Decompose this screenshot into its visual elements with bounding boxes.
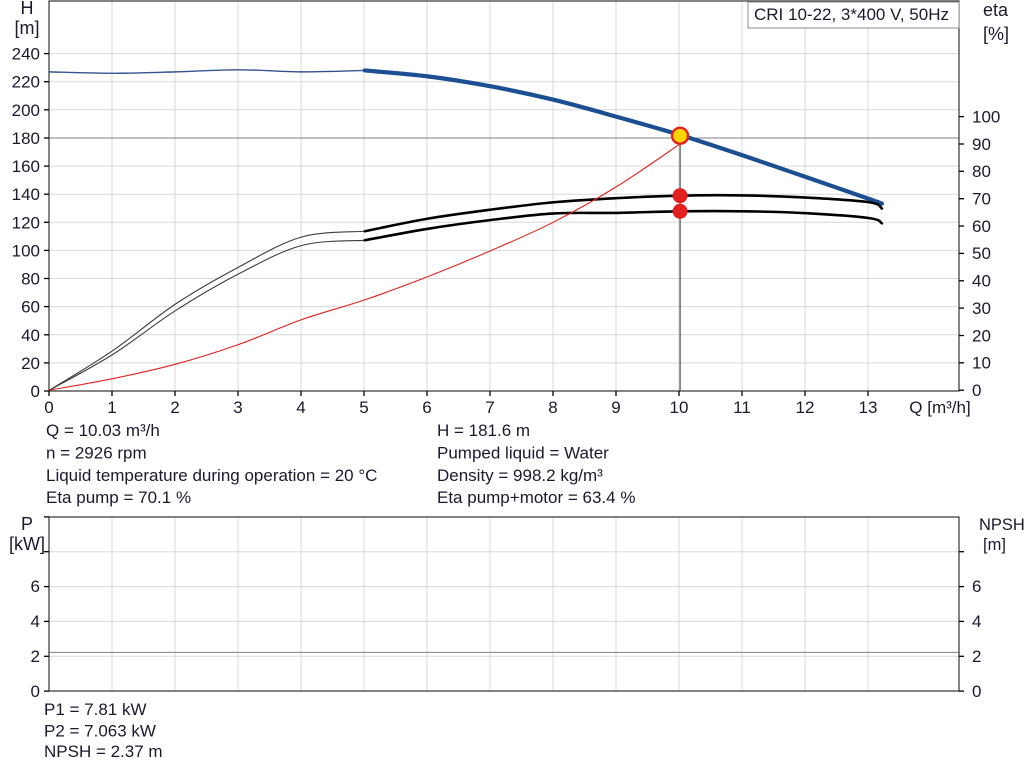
svg-text:6: 6 bbox=[31, 577, 40, 596]
svg-text:eta: eta bbox=[983, 0, 1009, 20]
svg-text:20: 20 bbox=[21, 354, 40, 373]
svg-text:50: 50 bbox=[972, 244, 991, 263]
svg-text:240: 240 bbox=[12, 45, 40, 64]
svg-text:n = 2926 rpm: n = 2926 rpm bbox=[46, 444, 147, 463]
svg-text:4: 4 bbox=[972, 612, 981, 631]
svg-text:3: 3 bbox=[233, 398, 242, 417]
svg-text:12: 12 bbox=[796, 398, 815, 417]
svg-text:4: 4 bbox=[296, 398, 305, 417]
svg-text:6: 6 bbox=[972, 577, 981, 596]
svg-text:0: 0 bbox=[31, 382, 40, 401]
svg-text:4: 4 bbox=[31, 612, 40, 631]
svg-text:P2 = 7.063 kW: P2 = 7.063 kW bbox=[44, 722, 156, 741]
svg-text:Density = 998.2 kg/m³: Density = 998.2 kg/m³ bbox=[437, 466, 603, 485]
svg-text:CRI 10-22, 3*400 V, 50Hz: CRI 10-22, 3*400 V, 50Hz bbox=[754, 5, 949, 24]
svg-text:Liquid temperature during oper: Liquid temperature during operation = 20… bbox=[46, 466, 377, 485]
svg-text:8: 8 bbox=[548, 398, 557, 417]
svg-text:Pumped liquid = Water: Pumped liquid = Water bbox=[437, 444, 609, 463]
svg-text:[kW]: [kW] bbox=[9, 534, 45, 554]
svg-text:80: 80 bbox=[972, 162, 991, 181]
svg-text:6: 6 bbox=[422, 398, 431, 417]
svg-text:40: 40 bbox=[21, 326, 40, 345]
svg-text:20: 20 bbox=[972, 326, 991, 345]
svg-text:10: 10 bbox=[972, 354, 991, 373]
svg-text:2: 2 bbox=[170, 398, 179, 417]
svg-text:9: 9 bbox=[611, 398, 620, 417]
svg-text:Q = 10.03 m³/h: Q = 10.03 m³/h bbox=[46, 421, 160, 440]
svg-text:10: 10 bbox=[670, 398, 689, 417]
svg-text:60: 60 bbox=[972, 217, 991, 236]
svg-text:NPSH = 2.37 m: NPSH = 2.37 m bbox=[44, 742, 163, 761]
svg-text:NPSH: NPSH bbox=[979, 516, 1024, 534]
svg-text:0: 0 bbox=[972, 381, 981, 400]
svg-text:30: 30 bbox=[972, 299, 991, 318]
svg-text:11: 11 bbox=[733, 398, 751, 417]
svg-text:160: 160 bbox=[12, 157, 40, 176]
svg-text:[m]: [m] bbox=[15, 18, 40, 38]
svg-text:P: P bbox=[21, 514, 33, 534]
svg-text:0: 0 bbox=[972, 682, 981, 701]
svg-text:2: 2 bbox=[972, 647, 981, 666]
svg-text:100: 100 bbox=[972, 107, 1000, 126]
svg-text:90: 90 bbox=[972, 135, 991, 154]
svg-text:40: 40 bbox=[972, 272, 991, 291]
svg-text:120: 120 bbox=[12, 213, 40, 232]
svg-text:1: 1 bbox=[107, 398, 116, 417]
svg-text:2: 2 bbox=[31, 647, 40, 666]
svg-text:5: 5 bbox=[359, 398, 368, 417]
svg-text:80: 80 bbox=[21, 270, 40, 289]
svg-text:180: 180 bbox=[12, 129, 40, 148]
svg-text:7: 7 bbox=[485, 398, 494, 417]
svg-text:100: 100 bbox=[12, 241, 40, 260]
svg-text:Q [m³/h]: Q [m³/h] bbox=[909, 398, 970, 417]
svg-text:H: H bbox=[21, 0, 34, 18]
svg-text:60: 60 bbox=[21, 298, 40, 317]
svg-text:H = 181.6 m: H = 181.6 m bbox=[437, 421, 530, 440]
svg-text:70: 70 bbox=[972, 190, 991, 209]
svg-text:200: 200 bbox=[12, 101, 40, 120]
svg-text:140: 140 bbox=[12, 185, 40, 204]
svg-text:Eta pump = 70.1 %: Eta pump = 70.1 % bbox=[46, 488, 191, 507]
svg-text:[%]: [%] bbox=[983, 24, 1009, 44]
svg-text:0: 0 bbox=[31, 682, 40, 701]
svg-text:220: 220 bbox=[12, 73, 40, 92]
svg-text:0: 0 bbox=[44, 398, 53, 417]
svg-text:Eta pump+motor = 63.4 %: Eta pump+motor = 63.4 % bbox=[437, 488, 635, 507]
svg-text:13: 13 bbox=[859, 398, 878, 417]
svg-text:P1 = 7.81 kW: P1 = 7.81 kW bbox=[44, 700, 147, 719]
svg-text:[m]: [m] bbox=[983, 536, 1006, 554]
